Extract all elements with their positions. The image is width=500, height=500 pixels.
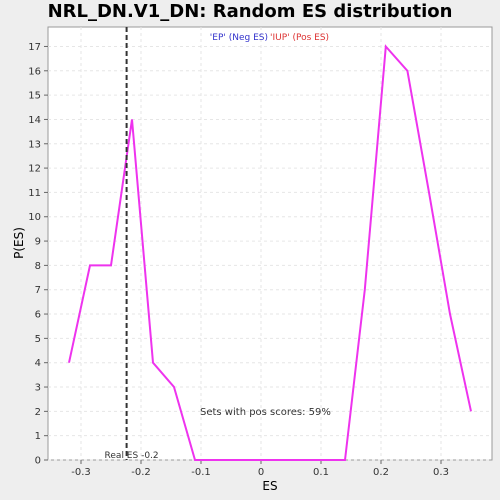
y-tick-label: 11 (28, 188, 41, 199)
y-tick-label: 1 (35, 431, 41, 442)
x-tick-label: -0.3 (71, 467, 91, 478)
y-tick-label: 9 (35, 237, 41, 248)
chart-title: NRL_DN.V1_DN: Random ES distribution (47, 1, 453, 22)
y-tick-label: 5 (35, 334, 41, 345)
y-tick-label: 3 (35, 383, 41, 394)
x-axis-ticks: -0.3 -0.2 -0.1 0 0.1 0.2 0.3 (71, 460, 449, 478)
pos-scores-annotation: Sets with pos scores: 59% (200, 407, 331, 418)
y-tick-label: 14 (28, 115, 41, 126)
y-tick-label: 0 (35, 456, 41, 467)
y-tick-label: 8 (35, 261, 41, 272)
plot-area (47, 26, 493, 461)
y-tick-label: 16 (28, 66, 41, 77)
y-tick-label: 13 (28, 139, 41, 150)
y-tick-label: 4 (35, 358, 41, 369)
x-tick-label: 0.1 (313, 467, 329, 478)
y-tick-label: 2 (35, 407, 41, 418)
es-distribution-line (68, 44, 472, 461)
y-axis-label: P(ES) (12, 227, 26, 259)
y-tick-label: 10 (28, 212, 41, 223)
x-tick-label: 0.3 (433, 467, 449, 478)
x-tick-label: -0.1 (191, 467, 211, 478)
y-tick-label: 12 (28, 164, 41, 175)
y-tick-label: 7 (35, 285, 41, 296)
y-tick-label: 15 (28, 91, 41, 102)
x-tick-label: -0.2 (131, 467, 151, 478)
x-axis-label: ES (262, 479, 277, 493)
y-tick-label: 6 (35, 310, 41, 321)
legend-pos: 'IUP' (Pos ES) (270, 33, 329, 43)
y-tick-label: 17 (28, 42, 41, 53)
x-tick-label: 0 (258, 467, 264, 478)
x-tick-label: 0.2 (373, 467, 389, 478)
legend-neg: 'EP' (Neg ES) (210, 33, 268, 43)
real-es-label: Real ES -0.2 (105, 451, 159, 461)
